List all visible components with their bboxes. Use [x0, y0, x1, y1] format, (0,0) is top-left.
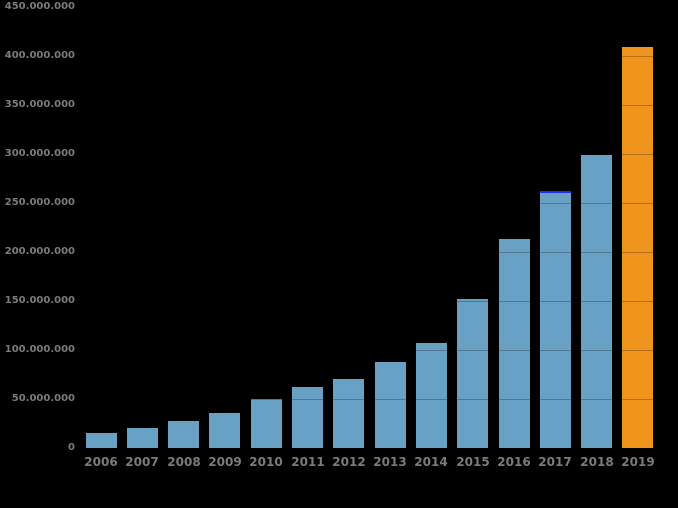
y-axis-tick-label: 50.000.000	[11, 393, 75, 404]
x-axis-tick-label-2018: 2018	[580, 455, 614, 469]
x-axis-tick-label-2011: 2011	[291, 455, 325, 469]
y-axis-tick-label: 400.000.000	[4, 50, 75, 61]
bar-2009	[209, 413, 240, 448]
x-axis-tick-label-2007: 2007	[125, 455, 159, 469]
gridline	[80, 301, 660, 302]
y-axis-tick-label: 450.000.000	[4, 1, 75, 12]
bar-2019	[622, 47, 653, 448]
x-axis-tick-label-2019: 2019	[621, 455, 655, 469]
x-axis-tick-label-2006: 2006	[84, 455, 118, 469]
x-axis-tick-label-2010: 2010	[249, 455, 283, 469]
y-axis-tick-label: 200.000.000	[4, 246, 75, 257]
x-axis-tick-label-2015: 2015	[456, 455, 490, 469]
bar-2017	[540, 191, 571, 448]
x-axis-tick-label-2017: 2017	[538, 455, 572, 469]
x-axis-tick-label-2012: 2012	[332, 455, 366, 469]
bar-2013	[375, 362, 406, 448]
x-axis-tick-label-2008: 2008	[167, 455, 201, 469]
gridline	[80, 203, 660, 204]
y-axis-tick-label: 350.000.000	[4, 99, 75, 110]
bar-top-cap-line	[540, 191, 571, 193]
bar-2008	[168, 421, 199, 448]
bar-2012	[333, 379, 364, 448]
gridline	[80, 154, 660, 155]
x-axis-tick-label-2016: 2016	[497, 455, 531, 469]
y-axis-tick-label: 250.000.000	[4, 197, 75, 208]
gridline	[80, 252, 660, 253]
gridline	[80, 7, 660, 8]
gridline	[80, 399, 660, 400]
y-axis-tick-label: 150.000.000	[4, 295, 75, 306]
y-axis-tick-label: 100.000.000	[4, 344, 75, 355]
y-axis-tick-label: 0	[68, 442, 75, 453]
gridline	[80, 56, 660, 57]
x-axis-tick-label-2014: 2014	[414, 455, 448, 469]
bar-2010	[251, 399, 282, 448]
bar-2007	[127, 428, 158, 448]
gridline	[80, 448, 660, 449]
x-axis-tick-label-2009: 2009	[208, 455, 242, 469]
bar-2016	[499, 239, 530, 448]
x-axis-tick-label-2013: 2013	[373, 455, 407, 469]
gridline	[80, 350, 660, 351]
y-axis-tick-label: 300.000.000	[4, 148, 75, 159]
bar-2018	[581, 155, 612, 448]
bar-2011	[292, 387, 323, 448]
bar-2014	[416, 343, 447, 448]
gridline	[80, 105, 660, 106]
bar-2006	[86, 433, 117, 448]
bar-2015	[457, 299, 488, 448]
